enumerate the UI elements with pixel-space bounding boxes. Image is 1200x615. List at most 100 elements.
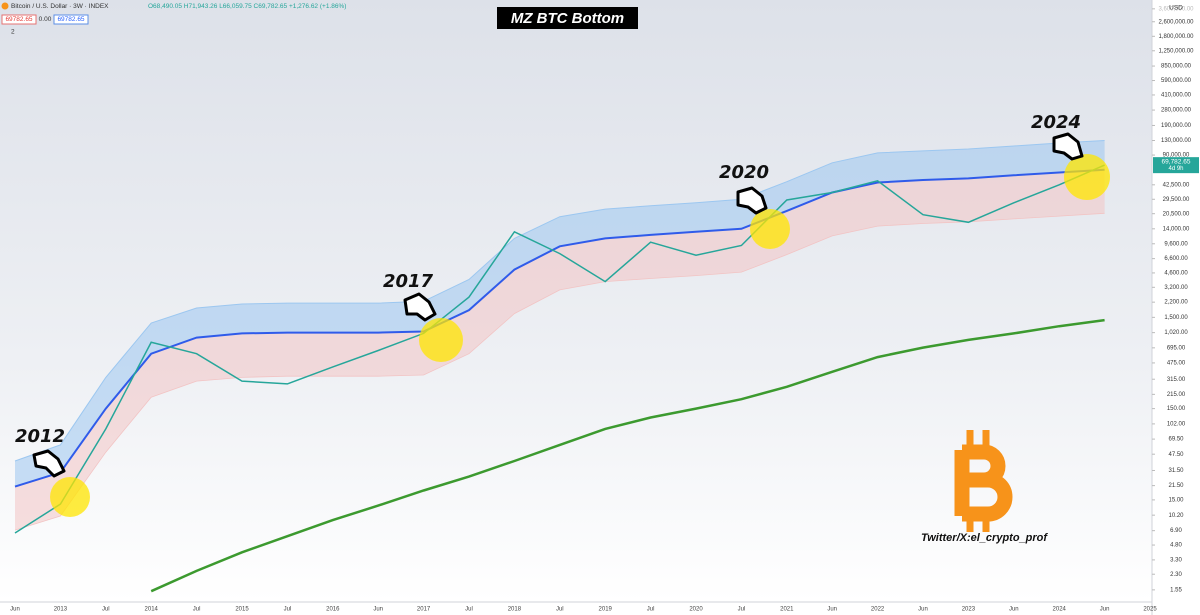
credit: Twitter/X:el_crypto_prof — [921, 532, 1048, 544]
y-tick-label: 31.50 — [1168, 468, 1184, 474]
x-tick-label: Jul — [556, 607, 564, 613]
y-tick-label: 190,000.00 — [1161, 123, 1192, 129]
chart-title: MZ BTC Bottom — [511, 10, 624, 27]
x-tick-label: Jul — [465, 607, 473, 613]
x-tick-label: 2021 — [780, 607, 794, 613]
y-tick-label: 1,250,000.00 — [1158, 48, 1194, 54]
x-tick-label: 2013 — [54, 607, 68, 613]
y-tick-label: 2,200.00 — [1164, 300, 1188, 306]
bitcoin-bars — [966, 430, 990, 532]
highlights — [50, 154, 1110, 517]
y-tick-label: 130,000.00 — [1161, 138, 1192, 144]
x-tick-label: Jul — [193, 607, 201, 613]
x-tick-label: Jun — [373, 607, 383, 613]
y-tick-label: 3.30 — [1170, 557, 1182, 563]
price-tag — [1153, 157, 1199, 174]
bitcoin-b — [954, 444, 1013, 522]
x-tick-label: Jul — [738, 607, 746, 613]
y-tick-label: 4.80 — [1170, 543, 1182, 549]
x-tick-label: Jun — [827, 607, 837, 613]
lower-band — [15, 169, 1105, 531]
y-tick-label: 14,000.00 — [1163, 226, 1190, 232]
y-tick-label: 2.30 — [1170, 572, 1182, 578]
series-line — [14, 164, 1105, 534]
y-tick-label: 42,500.00 — [1163, 182, 1190, 188]
x-tick-label: Jul — [284, 607, 292, 613]
y-tick-label: 475.00 — [1167, 361, 1186, 367]
series-line — [14, 212, 1105, 531]
highlight — [1064, 154, 1110, 200]
y-tick-label: 280,000.00 — [1161, 108, 1192, 114]
y-tick-label: 47.50 — [1168, 452, 1184, 458]
y-tick-label: 29,500.00 — [1163, 197, 1190, 203]
x-tick-label: Jul — [647, 607, 655, 613]
y-tick-label: 315.00 — [1167, 377, 1186, 383]
ask-box[interactable] — [53, 14, 89, 25]
price-tag-label: 69,782.65 — [1162, 158, 1191, 165]
y-tick-label: 4,600.00 — [1164, 271, 1188, 277]
y-tick-label: 3,200.00 — [1164, 285, 1188, 291]
x-tick-label: 2022 — [871, 607, 885, 613]
series-line — [14, 168, 1105, 488]
y-tick-label: 1,800,000.00 — [1158, 34, 1194, 40]
spread: 0.00 — [39, 16, 52, 23]
y-tick-label: 102.00 — [1167, 421, 1186, 427]
y-tick-label: 410,000.00 — [1161, 93, 1192, 99]
bitcoin-logo — [954, 430, 1013, 532]
bid-box[interactable] — [1, 14, 37, 25]
ask: 69782.65 — [57, 16, 84, 23]
x-tick-label: Jun — [10, 607, 20, 613]
upper-band — [15, 140, 1105, 487]
y-tick-label: 590,000.00 — [1161, 78, 1192, 84]
series-line — [150, 318, 1105, 593]
plot — [14, 140, 1105, 593]
y-tick-label: 10.20 — [1168, 513, 1184, 519]
pointers — [32, 132, 1084, 478]
x-tick-label: Jun — [918, 607, 928, 613]
x-tick-label: 2025 — [1143, 607, 1157, 613]
y-tick-label: 850,000.00 — [1161, 64, 1192, 70]
y-tick-label: 9,600.00 — [1164, 241, 1188, 247]
highlight — [750, 209, 790, 249]
x-tick-label: 2020 — [689, 607, 703, 613]
y-tick-label: 150.00 — [1167, 406, 1186, 412]
highlight — [50, 477, 90, 517]
highlight — [419, 318, 463, 362]
ohlc: O68,490.05 H71,943.26 L66,059.75 C69,782… — [148, 3, 346, 10]
y-tick-label: 695.00 — [1167, 345, 1186, 351]
series-line — [14, 140, 1105, 462]
pointer-icon — [1052, 132, 1084, 161]
symbol-name[interactable]: Bitcoin / U.S. Dollar · 3W · INDEX — [11, 3, 109, 10]
x-tick-label: Jun — [1009, 607, 1019, 613]
annotation: 2020 — [719, 162, 769, 183]
x-tick-label: Jun — [1100, 607, 1110, 613]
x-tick-label: 2017 — [417, 607, 431, 613]
y-tick-label: 90,000.00 — [1163, 153, 1190, 159]
x-tick-label: 2018 — [508, 607, 522, 613]
y-tick-label: 215.00 — [1167, 392, 1186, 398]
y-tick-label: 15.00 — [1168, 497, 1184, 503]
x-tick-label: 2014 — [145, 607, 159, 613]
y-tick-label: 6.90 — [1170, 528, 1182, 534]
bid: 69782.65 — [5, 16, 32, 23]
y-tick-label: 1,500.00 — [1164, 315, 1188, 321]
y-tick-label: 69.50 — [1168, 437, 1184, 443]
y-tick-label: 2,600,000.00 — [1158, 19, 1194, 25]
y-tick-label: 1.55 — [1170, 587, 1182, 593]
y-tick-label: 6,600.00 — [1164, 256, 1188, 262]
y-tick-label: 20,500.00 — [1163, 211, 1190, 217]
pointer-icon — [403, 292, 437, 322]
title-box — [497, 7, 638, 29]
indicator-count[interactable]: 2 — [11, 29, 15, 36]
x-tick-label: 2016 — [326, 607, 340, 613]
y-tick-label: 3,600,000.00 — [1158, 6, 1194, 12]
pointer-icon — [736, 186, 768, 215]
x-tick-label: 2023 — [962, 607, 976, 613]
pointer-icon — [32, 449, 66, 478]
x-tick-label: 2024 — [1053, 607, 1067, 613]
y-tick-label: 21.50 — [1168, 483, 1184, 489]
currency[interactable]: USD — [1169, 5, 1183, 12]
countdown: 4d 9h — [1168, 166, 1183, 172]
